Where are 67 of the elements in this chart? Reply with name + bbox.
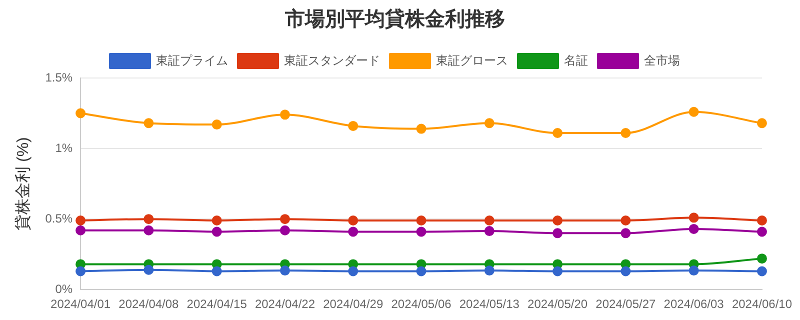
x-tick-label: 2024/05/27 — [596, 297, 656, 312]
point — [484, 215, 494, 226]
x-tick-label: 2024/04/01 — [50, 297, 111, 312]
y-tick-label: 1% — [55, 140, 73, 155]
point — [484, 266, 494, 276]
point — [212, 215, 222, 226]
point — [416, 215, 426, 226]
point — [280, 266, 290, 276]
point — [620, 215, 631, 226]
x-tick-label: 2024/06/03 — [664, 297, 724, 312]
point — [552, 215, 563, 226]
point — [212, 226, 222, 237]
point — [688, 212, 699, 223]
point — [756, 215, 767, 226]
y-tick-label: 0.5% — [45, 211, 73, 226]
point — [76, 215, 86, 226]
point — [620, 228, 631, 238]
point — [280, 225, 290, 236]
point — [144, 118, 154, 128]
point — [348, 215, 358, 226]
point — [416, 266, 426, 276]
y-axis-title: 貸株金利 (%) — [14, 137, 32, 230]
point — [416, 124, 426, 134]
point — [756, 266, 767, 276]
x-tick-label: 2024/04/29 — [323, 297, 384, 312]
point — [484, 226, 494, 236]
x-tick-label: 2024/04/08 — [118, 297, 180, 312]
point — [484, 118, 494, 128]
chart-title: 市場別平均貸株金利推移 — [284, 8, 505, 31]
legend-label: 東証グロース — [436, 53, 508, 68]
point — [348, 120, 358, 131]
point — [416, 226, 426, 237]
y-tick-label: 1.5% — [45, 70, 73, 84]
point — [756, 254, 767, 264]
legend-label: 名証 — [564, 53, 588, 68]
y-tick-label: 0% — [55, 282, 73, 296]
point — [144, 225, 154, 236]
point — [552, 128, 563, 138]
point — [280, 110, 290, 120]
point — [280, 214, 290, 224]
point — [348, 266, 358, 276]
x-tick-label: 2024/05/13 — [459, 297, 520, 312]
legend-label: 全市場 — [644, 53, 680, 68]
point — [688, 224, 699, 234]
point — [756, 118, 767, 128]
point — [76, 225, 86, 236]
x-tick-label: 2024/04/22 — [254, 297, 316, 312]
point — [552, 266, 563, 276]
point — [144, 264, 154, 275]
legend-label: 東証スタンダード — [284, 53, 380, 68]
point — [76, 108, 86, 118]
x-tick-label: 2024/04/15 — [186, 297, 248, 312]
point — [144, 214, 154, 224]
point — [688, 266, 699, 276]
x-tick-label: 2024/05/06 — [391, 297, 452, 312]
point — [620, 128, 631, 138]
legend-label: 東証プライム — [156, 53, 228, 68]
x-tick-label: 2024/06/10 — [732, 297, 792, 312]
point — [688, 106, 699, 117]
point — [552, 228, 563, 238]
point — [348, 226, 358, 237]
point — [212, 120, 222, 130]
x-tick-label: 2024/05/20 — [528, 297, 588, 312]
point — [76, 266, 86, 276]
point — [756, 226, 767, 237]
point — [620, 266, 631, 276]
point — [212, 266, 222, 276]
